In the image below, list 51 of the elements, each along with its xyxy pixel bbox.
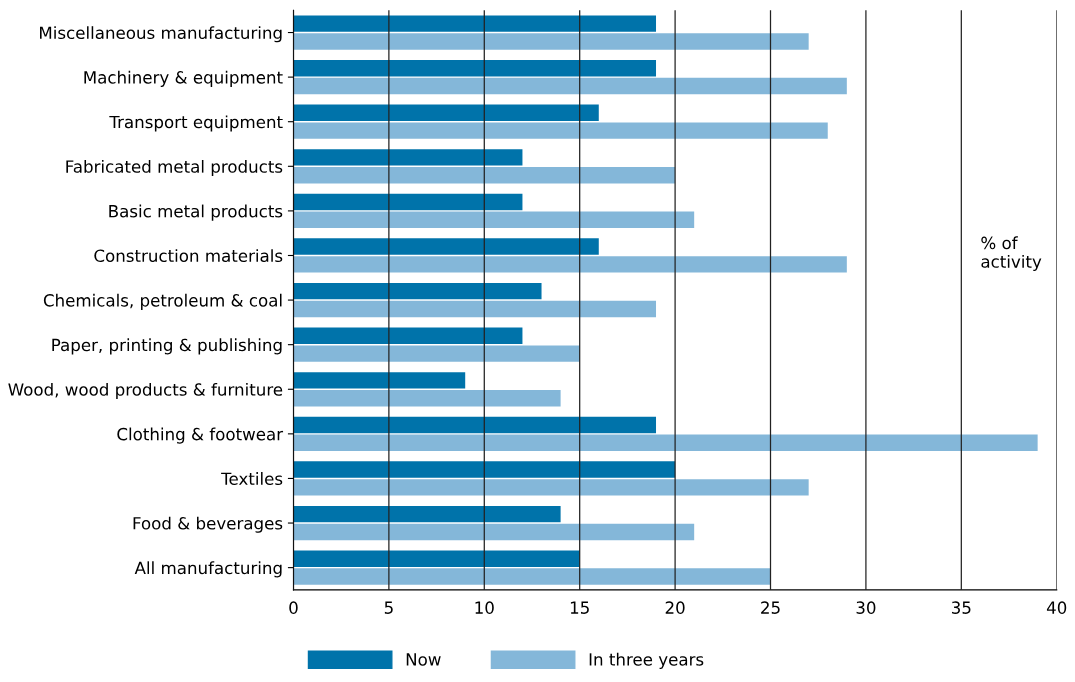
bar (293, 479, 809, 496)
y-tick-label: Food & beverages (133, 516, 283, 533)
bar (293, 15, 657, 32)
bar (293, 211, 695, 229)
bar (293, 327, 523, 344)
x-tick-label: 5 (384, 601, 393, 614)
bar (293, 389, 561, 407)
bar (293, 345, 580, 362)
bar (293, 282, 542, 300)
bar (293, 77, 847, 95)
x-tick-label: 40 (1046, 601, 1067, 614)
bar (293, 550, 580, 567)
y-tick-label: Paper, printing & publishing (52, 338, 282, 355)
y-tick-label: Miscellaneous manufacturing (40, 26, 282, 43)
y-tick-label: All manufacturing (134, 561, 282, 578)
bar (293, 60, 657, 77)
y-tick-label: Chemicals, petroleum & coal (43, 293, 282, 310)
legend-label: Now (406, 653, 441, 666)
bar (293, 256, 847, 273)
bar (293, 167, 676, 184)
bar (293, 238, 599, 255)
bar (293, 122, 828, 139)
x-tick-label: 30 (856, 601, 876, 614)
y-tick-label: Transport equipment (109, 115, 283, 132)
annotation: % of activity (981, 236, 1042, 272)
y-tick-label: Machinery & equipment (84, 70, 283, 87)
y-tick-label: Construction materials (94, 249, 283, 263)
y-tick-label: Fabricated metal products (66, 159, 283, 177)
x-tick-label: 15 (570, 601, 589, 614)
x-tick-label: 20 (665, 601, 685, 614)
x-tick-label: 35 (951, 601, 971, 614)
y-tick-label: Textiles (221, 472, 283, 486)
bar (293, 104, 599, 121)
y-tick-label: Basic metal products (109, 204, 283, 221)
bar (293, 300, 657, 318)
bar (293, 416, 657, 434)
bar (293, 523, 695, 541)
bar (293, 461, 676, 478)
bar (293, 568, 771, 585)
x-tick-label: 25 (761, 601, 780, 614)
y-tick-label: Wood, wood products & furniture (8, 382, 283, 400)
y-tick-label: Clothing & footwear (117, 427, 284, 444)
x-tick-label: 0 (289, 601, 298, 614)
bar (293, 434, 1038, 451)
bar (293, 372, 466, 389)
bar (293, 505, 561, 523)
bar (293, 149, 523, 166)
bar (293, 193, 523, 211)
bar (293, 33, 809, 50)
x-tick-label: 10 (475, 601, 494, 614)
legend-label: In three years (589, 652, 704, 669)
